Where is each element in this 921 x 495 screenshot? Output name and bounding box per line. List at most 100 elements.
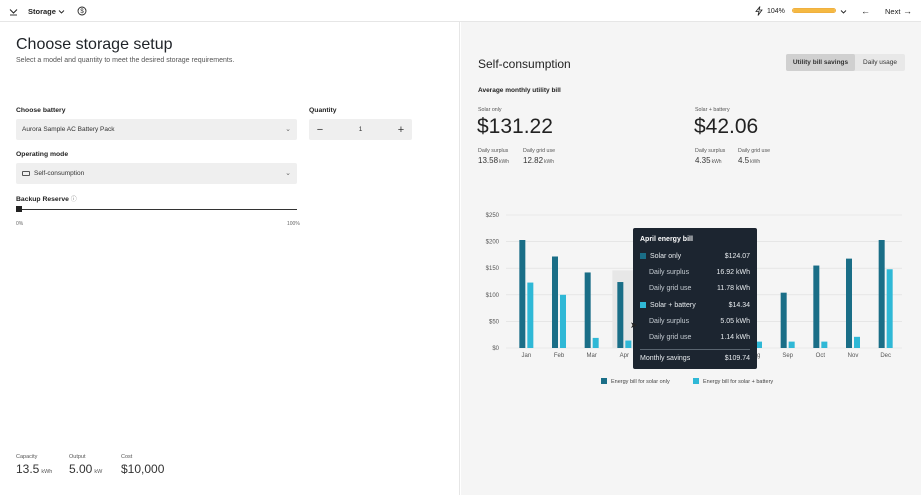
y-tick-label: $0 [492,346,499,352]
battery-label: Choose battery [16,107,66,114]
average-bill-heading: Average monthly utility bill [478,87,561,94]
solar-only-label: Solar only [478,107,502,113]
solar-battery-surplus-value: 4.35kWh [695,156,722,165]
solar-battery-label: Solar + battery [695,107,730,113]
x-tick-label: Oct [816,353,826,359]
tooltip-value: $124.07 [724,253,750,260]
bar-solar-battery [854,336,860,348]
y-tick-label: $150 [486,266,500,272]
tooltip-row-solar-battery: Solar + battery $14.34 [640,302,750,309]
quantity-stepper: − 1 + [309,119,412,140]
bar-solar-battery [756,341,762,348]
legend-label: Energy bill for solar + battery [703,379,773,385]
tooltip-divider [640,349,750,350]
bar-solar-only [617,282,624,348]
highlight-band [612,270,637,348]
plus-icon[interactable]: + [397,123,405,136]
bar-solar-only [780,292,787,348]
output-label: Output [69,454,86,460]
tooltip-label: Monthly savings [640,355,691,362]
legend-label: Energy bill for solar only [611,379,670,385]
bar-solar-only [552,256,558,348]
bar-solar-battery [788,341,795,348]
solar-only-grid-label: Daily grid use [523,148,556,154]
backup-reserve-slider-handle[interactable] [16,206,22,212]
operating-mode-value: Self-consumption [34,170,85,177]
bar-solar-battery [560,294,566,348]
capacity-number: 13.5 [16,462,40,476]
chevron-down-icon: ⌄ [285,126,291,133]
tooltip-label: Daily surplus [649,318,690,325]
legend-swatch [601,378,607,384]
back-arrow-icon[interactable]: ← [861,6,870,16]
solar-only-grid-value: 12.82kWh [523,156,554,165]
x-tick-label: Apr [620,353,629,359]
capacity-value: 13.5 kWh [16,462,52,476]
bar-solar-only [846,258,852,348]
chevron-down-icon[interactable] [840,0,847,22]
x-tick-label: Jan [521,353,531,359]
capacity-label: Capacity [16,454,38,460]
x-tick-label: Mar [586,353,596,359]
production-progress-bar [792,8,836,13]
battery-select[interactable]: Aurora Sample AC Battery Pack ⌄ [16,119,297,140]
tooltip-value: $109.74 [724,355,750,362]
output-number: 5.00 [69,462,93,476]
next-arrow-icon[interactable]: → [903,6,912,16]
solar-battery-bill: $42.06 [694,115,759,138]
y-tick-label: $200 [486,240,500,246]
battery-mode-icon [22,171,30,176]
tab-utility-bill-savings[interactable]: Utility bill savings [786,54,855,71]
page-subtitle: Select a model and quantity to meet the … [16,57,235,64]
bar-solar-battery [527,282,534,348]
bar-solar-battery [625,340,632,348]
solar-only-surplus-label: Daily surplus [478,148,509,154]
monthly-bill-chart: $0$50$100$150$200$250JanFebMarAprMayJunJ… [486,213,902,385]
legend-swatch [693,378,699,384]
chevron-down-icon[interactable] [58,0,65,22]
solar-battery-grid-label: Daily grid use [738,148,771,154]
collapse-chevron-icon[interactable] [7,0,19,22]
bar-solar-battery [821,341,828,348]
surplus-number: 4.35 [695,156,711,165]
x-tick-label: Feb [554,353,565,359]
cost-label: Cost [121,454,133,460]
svg-text:$: $ [80,9,84,15]
tooltip-value: 11.78 kWh [717,285,750,292]
bar-solar-battery [886,269,893,348]
solar-only-surplus-value: 13.58kWh [478,156,509,165]
tooltip-row-grid: Daily grid use 11.78 kWh [640,285,750,292]
tooltip-row-solar-only: Solar only $124.07 [640,253,750,260]
tooltip-label: Solar only [650,253,682,260]
tooltip-label: Solar + battery [650,302,696,309]
grid-unit: kWh [544,159,555,165]
production-offset-label: 104% [767,7,785,15]
quantity-label: Quantity [309,107,337,114]
page-title-menu[interactable]: Storage [28,6,56,16]
quantity-input[interactable]: 1 [358,126,363,133]
grid-number: 12.82 [523,156,544,165]
tooltip-row-surplus: Daily surplus 16.92 kWh [640,269,750,276]
output-unit: kW [94,469,103,475]
info-icon[interactable]: ⓘ [70,197,77,203]
solar-only-bill: $131.22 [477,115,553,138]
tab-daily-usage[interactable]: Daily usage [863,59,897,66]
storage-setup-panel [0,22,460,495]
tooltip-value: $14.34 [728,302,750,309]
y-tick-label: $250 [486,213,500,219]
tooltip-value: 1.14 kWh [720,334,750,341]
slider-max-label: 100% [287,221,300,227]
backup-reserve-slider-track[interactable] [16,209,297,210]
lightning-bolt-icon [755,0,763,22]
operating-mode-select[interactable]: Self-consumption ⌄ [16,163,297,184]
next-button[interactable]: Next [885,6,901,16]
chart-tooltip: April energy bill Solar only $124.07 Dai… [633,228,757,369]
bar-solar-only [813,265,820,348]
solar-battery-surplus-label: Daily surplus [695,148,726,154]
y-tick-label: $50 [489,319,500,325]
minus-icon[interactable]: − [316,123,324,136]
dollar-info-icon[interactable]: $ [77,0,87,22]
battery-select-value: Aurora Sample AC Battery Pack [22,126,115,133]
page-heading: Choose storage setup [16,36,173,53]
section-title: Self-consumption [478,57,571,71]
